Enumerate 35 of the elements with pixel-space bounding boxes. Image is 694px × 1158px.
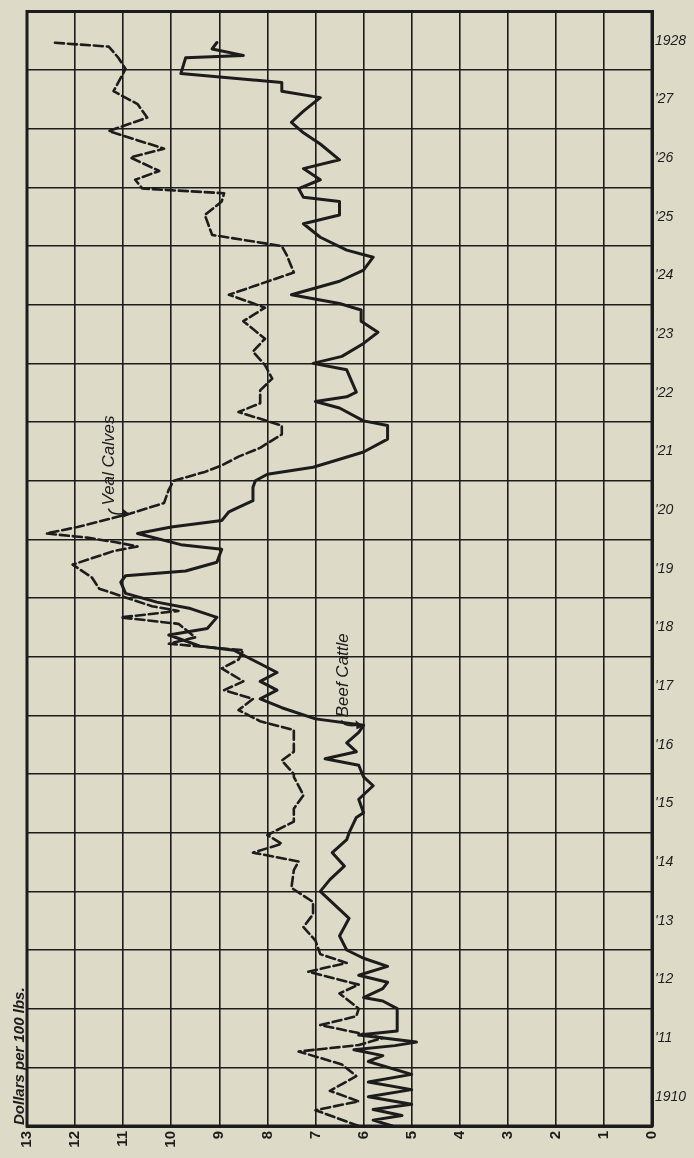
y-tick-label: '21 [655,442,674,459]
y-tick-label: '14 [655,852,674,869]
x-tick-label: 10 [161,1131,179,1148]
y-tick-label: '26 [655,148,674,165]
x-tick-label: 5 [401,1131,419,1140]
y-tick-label: '22 [655,383,674,400]
y-tick-label: '18 [655,618,674,635]
x-tick-label: 8 [257,1131,275,1140]
y-tick-label: '11 [655,1028,673,1045]
y-tick-label: '17 [655,676,675,693]
y-tick-label: '23 [655,324,674,341]
y-tick-label: '20 [655,500,674,517]
y-tick-label: 1910 [655,1087,687,1104]
x-tick-label: 2 [545,1131,563,1140]
x-tick-label: 6 [353,1131,371,1140]
y-tick-label: 1928 [655,31,687,48]
x-tick-label: 0 [642,1131,660,1140]
x-tick-label: 3 [497,1131,515,1140]
x-tick-label: 9 [209,1131,227,1140]
x-tick-label: 1 [594,1131,612,1140]
x-tick-label: 12 [65,1131,83,1148]
y-tick-label: '19 [655,559,674,576]
y-tick-label: '13 [655,911,674,928]
y-tick-label: '16 [655,735,674,752]
x-tick-label: 11 [113,1131,131,1147]
y-tick-label: '24 [655,266,674,283]
text: Dollars per 100 lbs. [10,987,27,1125]
x-tick-label: 7 [305,1131,323,1140]
x-tick-label: 13 [17,1131,35,1148]
y-tick-label: '15 [655,794,674,811]
x-tick-label: 4 [449,1130,467,1140]
annotation: Veal Calves [99,414,119,506]
y-tick-label: '27 [655,90,675,107]
y-tick-label: '12 [655,970,674,987]
y-tick-label: '25 [655,207,674,224]
